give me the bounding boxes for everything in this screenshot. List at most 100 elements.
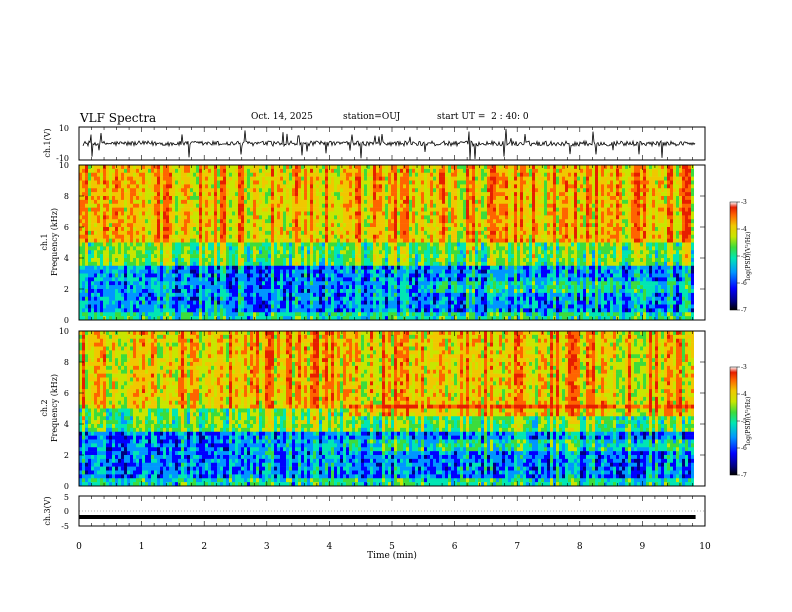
spectrogram-cell <box>208 203 211 208</box>
spectrogram-cell <box>130 192 133 197</box>
spectrogram-cell <box>271 304 274 309</box>
spectrogram-cell <box>97 238 100 243</box>
spectrogram-cell <box>178 285 181 290</box>
spectrogram-cell <box>436 238 439 243</box>
spectrogram-cell <box>79 250 82 255</box>
spectrogram-cell <box>196 308 199 313</box>
spectrogram-cell <box>91 308 94 313</box>
spectrogram-cell <box>298 219 301 224</box>
spectrogram-cell <box>340 296 343 301</box>
spectrogram-cell <box>427 207 430 212</box>
spectrogram-cell <box>244 316 247 321</box>
spectrogram-cell <box>397 184 400 189</box>
spectrogram-cell <box>403 238 406 243</box>
spectrogram-cell <box>202 223 205 228</box>
spectrogram-cell <box>166 196 169 201</box>
spectrogram-cell <box>313 219 316 224</box>
spectrogram-cell <box>322 254 325 259</box>
spectrogram-cell <box>361 219 364 224</box>
spectrogram-cell <box>289 211 292 216</box>
spectrogram-cell <box>220 316 223 321</box>
spectrogram-cell <box>256 261 259 267</box>
spectrogram-cell <box>139 304 142 309</box>
spectrogram-cell <box>223 269 226 274</box>
spectrogram-cell <box>79 211 82 216</box>
spectrogram-cell <box>247 196 250 201</box>
spectrogram-cell <box>166 281 169 286</box>
spectrogram-cell <box>406 234 409 239</box>
spectrogram-cell <box>439 176 442 181</box>
spectrogram-cell <box>202 312 205 317</box>
spectrogram-cell <box>289 238 292 243</box>
spectrogram-cell <box>139 223 142 228</box>
spectrogram-cell <box>370 246 373 251</box>
spectrogram-cell <box>94 304 97 309</box>
spectrogram-cell <box>445 242 448 247</box>
spectrogram-cell <box>130 184 133 189</box>
spectrogram-cell <box>412 296 415 301</box>
spectrogram-cell <box>88 184 91 189</box>
spectrogram-cell <box>382 192 385 197</box>
spectrogram-cell <box>121 296 124 301</box>
spectrogram-cell <box>346 304 349 309</box>
spectrogram-cell <box>310 176 313 181</box>
spectrogram-cell <box>256 277 259 282</box>
spectrogram-cell <box>82 168 85 174</box>
spectrogram-cell <box>322 258 325 263</box>
spectrogram-cell <box>331 230 334 236</box>
spectrogram-cell <box>274 184 277 189</box>
spectrogram-cell <box>100 289 103 294</box>
spectrogram-cell <box>391 281 394 286</box>
spectrogram-cell <box>400 296 403 301</box>
spectrogram-cell <box>286 261 289 267</box>
spectrogram-cell <box>151 289 154 294</box>
spectrogram-cell <box>388 296 391 301</box>
spectrogram-cell <box>124 273 127 278</box>
spectrogram-cell <box>208 261 211 267</box>
spectrogram-cell <box>376 234 379 239</box>
spectrogram-cell <box>103 188 106 193</box>
spectrogram-cell <box>187 230 190 236</box>
spectrogram-cell <box>169 223 172 228</box>
spectrogram-cell <box>223 165 226 170</box>
spectrogram-cell <box>88 172 91 177</box>
spectrogram-cell <box>322 261 325 267</box>
spectrogram-cell <box>79 199 82 205</box>
spectrogram-cell <box>217 258 220 263</box>
spectrogram-cell <box>127 261 130 267</box>
spectrogram-cell <box>106 300 109 305</box>
spectrogram-cell <box>442 289 445 294</box>
spectrogram-cell <box>145 292 148 298</box>
spectrogram-cell <box>139 219 142 224</box>
spectrogram-cell <box>322 285 325 290</box>
spectrogram-cell <box>202 258 205 263</box>
spectrogram-cell <box>334 292 337 298</box>
spectrogram-cell <box>250 230 253 236</box>
spectrogram-cell <box>397 254 400 259</box>
spectrogram-cell <box>388 250 391 255</box>
spectrogram-cell <box>415 215 418 220</box>
spectrogram-cell <box>301 312 304 317</box>
spectrogram-cell <box>229 312 232 317</box>
spectrogram-cell <box>181 215 184 220</box>
spectrogram-cell <box>322 273 325 278</box>
spectrogram-cell <box>298 273 301 278</box>
spectrogram-cell <box>172 215 175 220</box>
spectrogram-cell <box>280 258 283 263</box>
spectrogram-cell <box>157 172 160 177</box>
spectrogram-cell <box>349 308 352 313</box>
spectrogram-cell <box>331 172 334 177</box>
spectrogram-cell <box>226 254 229 259</box>
spectrogram-cell <box>265 300 268 305</box>
spectrogram-cell <box>235 269 238 274</box>
spectrogram-cell <box>166 265 169 270</box>
spectrogram-cell <box>340 254 343 259</box>
spectrogram-cell <box>385 230 388 236</box>
spectrogram-cell <box>133 207 136 212</box>
spectrogram-cell <box>328 172 331 177</box>
spectrogram-cell <box>292 292 295 298</box>
spectrogram-cell <box>430 277 433 282</box>
spectrogram-cell <box>391 215 394 220</box>
spectrogram-cell <box>178 219 181 224</box>
spectrogram-cell <box>343 269 346 274</box>
